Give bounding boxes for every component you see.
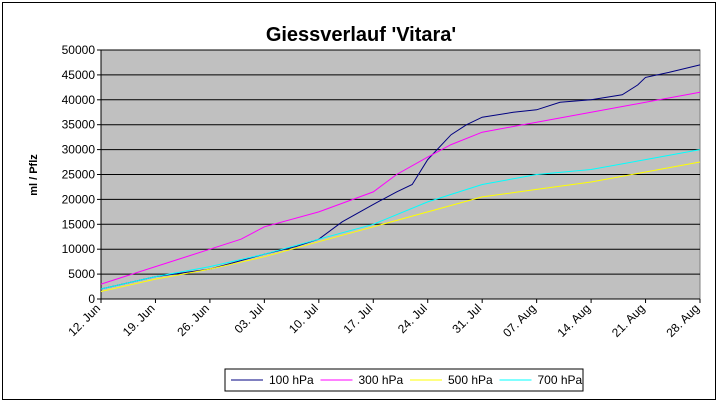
plot-area: 0 5000 10000 15000 20000 25000 30000 35000 40000… [62, 43, 702, 340]
legend: 100 hPa 300 hPa 500 hPa 700 hPa [224, 368, 584, 392]
legend-box [224, 368, 584, 392]
series-line [100, 149, 701, 290]
x-tick-label: 07. Aug [500, 301, 539, 340]
x-tick-label: 17. Jul [340, 301, 375, 336]
y-tick-label: 30000 [62, 143, 96, 157]
chart-title: Giessverlauf 'Vitara' [266, 24, 456, 46]
x-tick-label: 10. Jul [286, 301, 321, 336]
y-tick-label: 45000 [62, 68, 96, 82]
x-tick-label: 26. Jun [174, 301, 212, 339]
y-tick-label: 5000 [68, 267, 95, 281]
x-tick-label: 03. Jul [232, 301, 267, 336]
x-tick-label: 12. Jun [65, 301, 103, 339]
legend-label: 700 hPa [538, 373, 583, 387]
x-tick-label: 24. Jul [395, 301, 430, 336]
series-line [100, 91, 701, 285]
y-tick-label: 15000 [62, 217, 96, 231]
chart-frame: Giessverlauf 'Vitara' ml / Pflz 0 5000 100… [2, 2, 716, 400]
y-tick-label: 10000 [62, 242, 96, 256]
x-tick-label: 28. Aug [663, 301, 702, 340]
x-tick-label: 21. Aug [609, 301, 648, 340]
y-tick-label: 50000 [62, 43, 96, 57]
y-axis-label: ml / Pflz [28, 154, 40, 196]
legend-label: 300 hPa [359, 373, 404, 387]
y-tick-label: 20000 [62, 192, 96, 206]
y-tick-label: 40000 [62, 93, 96, 107]
series-line [100, 64, 701, 290]
series-line [100, 161, 701, 292]
legend-label: 100 hPa [269, 373, 314, 387]
x-tick-label: 14. Aug [555, 301, 594, 340]
legend-label: 500 hPa [448, 373, 493, 387]
y-tick-label: 35000 [62, 118, 96, 132]
x-tick-label: 19. Jun [120, 301, 158, 339]
line-chart: Giessverlauf 'Vitara' ml / Pflz 0 5000 100… [28, 24, 702, 392]
y-tick-label: 0 [88, 292, 95, 306]
y-tick-label: 25000 [62, 168, 96, 182]
x-tick-label: 31. Jul [449, 301, 484, 336]
